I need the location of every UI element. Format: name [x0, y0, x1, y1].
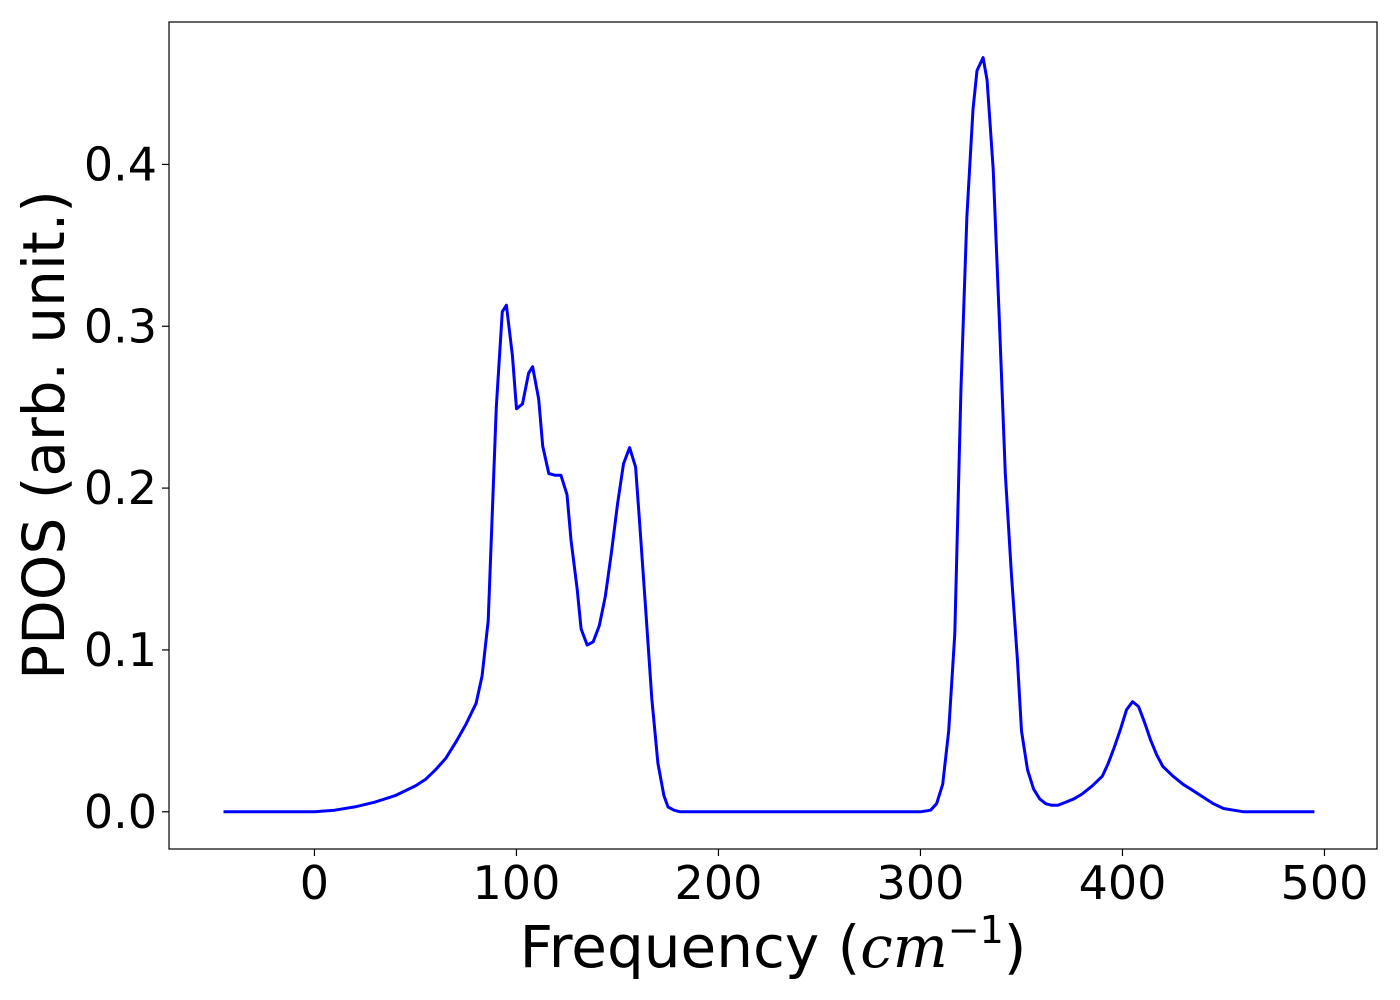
- x-tick-label: 500: [1281, 856, 1369, 910]
- y-tick-label: 0.2: [84, 461, 157, 515]
- plot-frame: [168, 21, 1378, 850]
- x-tick-label: 0: [300, 856, 329, 910]
- y-tick-label: 0.0: [84, 785, 157, 839]
- x-axis-title-prefix: Frequency (: [520, 913, 861, 981]
- y-tick-label: 0.4: [84, 137, 157, 191]
- x-axis-title-exponent: −1: [948, 908, 1004, 952]
- x-axis-title-suffix: ): [1004, 913, 1027, 981]
- y-tick-label: 0.1: [84, 623, 157, 677]
- x-tick-label: 100: [473, 856, 561, 910]
- pdos-series-line-0: [223, 56, 1315, 814]
- x-tick-label: 400: [1079, 856, 1167, 910]
- x-axis-ticks: 0 100 200 300 400 500: [300, 849, 1369, 910]
- y-tick-label: 0.3: [84, 299, 157, 353]
- y-axis-title: PDOS (arb. unit.): [10, 190, 78, 680]
- plot-line-layer: [223, 56, 1315, 814]
- x-axis-title: Frequency (cm−1): [520, 908, 1027, 981]
- x-axis-title-unit: cm: [860, 913, 947, 981]
- x-tick-label: 200: [675, 856, 763, 910]
- x-tick-label: 300: [877, 856, 965, 910]
- y-axis-ticks: 0.0 0.1 0.2 0.3 0.4: [84, 137, 169, 839]
